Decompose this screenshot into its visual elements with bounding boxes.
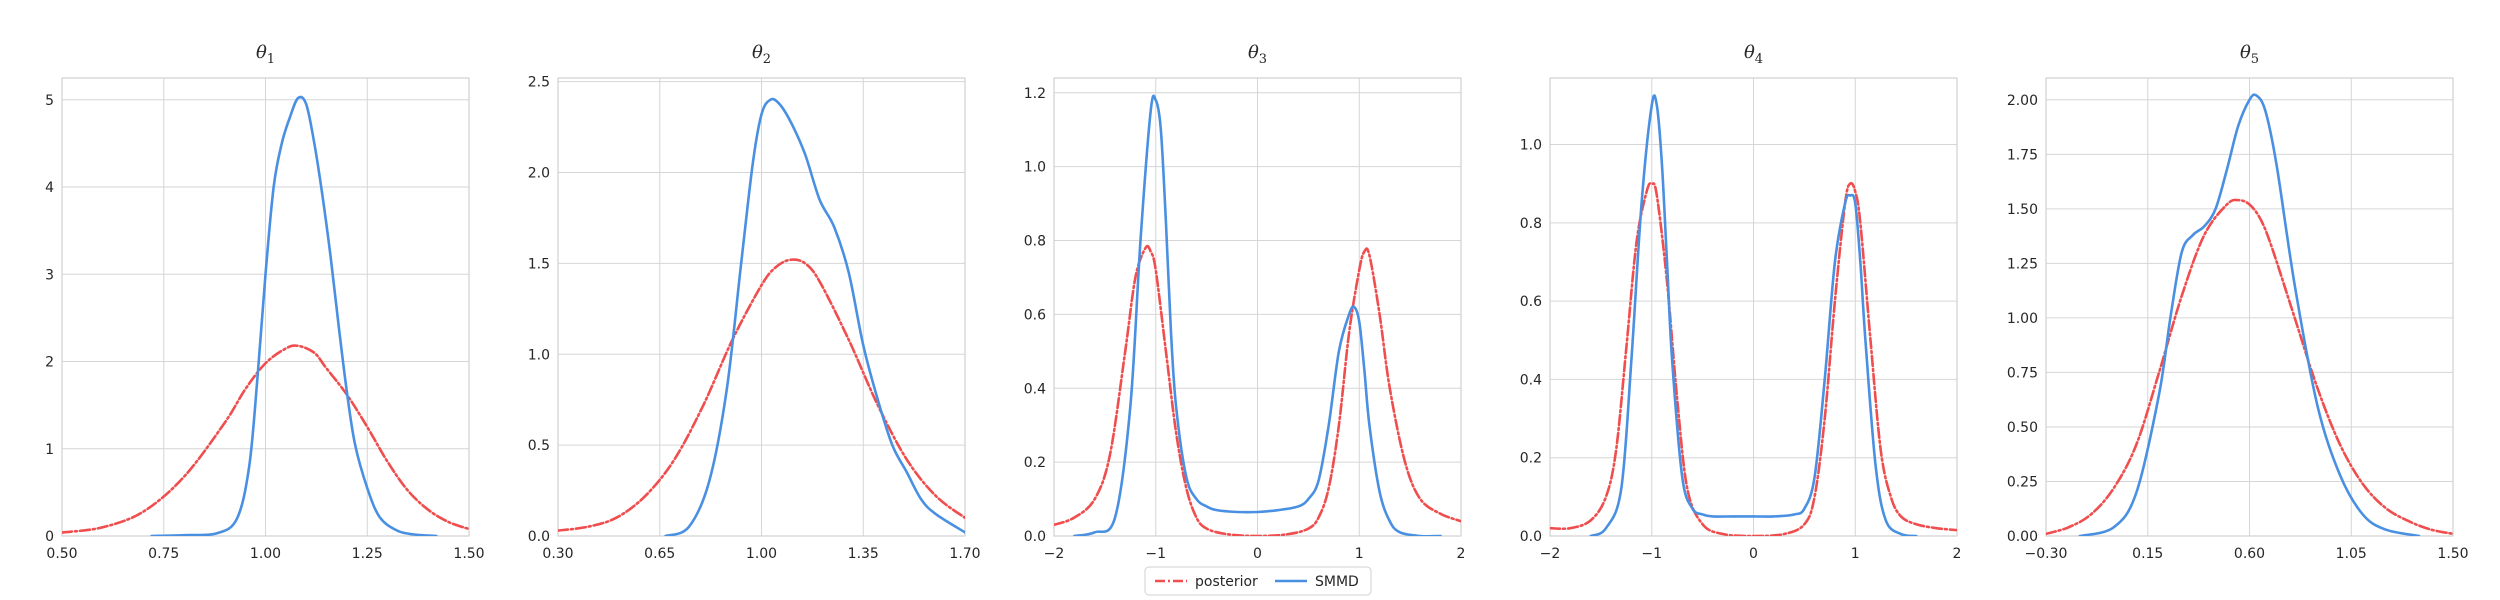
x-tick-label: 1.35 [848, 546, 879, 562]
x-tick-label: 1 [1355, 546, 1364, 562]
series-line-posterior [1054, 244, 1461, 536]
x-tick-label: −0.30 [2025, 546, 2068, 562]
legend-label-smmd: SMMD [1315, 574, 1359, 590]
panel-5: −0.30 0.15 0.60 1.05 1.50 0.00 0.25 0.50 0.75 1.0… [2007, 42, 2469, 562]
x-tick-label: 1.50 [453, 546, 484, 562]
series-line-posterior [62, 344, 469, 534]
series-group [1054, 94, 1461, 536]
x-tick-label: 1.70 [949, 546, 980, 562]
y-tick-label: 2.00 [2007, 93, 2038, 109]
series-line-posterior [1550, 181, 1957, 536]
panel-4: −2 −1 0 1 2 0.0 0.2 0.4 0.6 0.8 1.0 θ4 [1520, 42, 1962, 562]
series-line-smmd [1589, 94, 1918, 536]
x-tick-label: −2 [1540, 546, 1561, 562]
axes-frame [2045, 77, 2454, 537]
y-tick-label: 1.2 [1024, 86, 1046, 102]
x-tick-label: 0.75 [148, 546, 179, 562]
y-tick-label: 0.75 [2007, 365, 2038, 381]
series-line-posterior [2046, 198, 2453, 536]
series-line-smmd [2078, 93, 2421, 536]
y-tick-label: 1.0 [1520, 138, 1542, 154]
x-tick-label: 0.15 [2132, 546, 2163, 562]
x-tick-label: 0.50 [46, 546, 77, 562]
y-tick-label: 0 [45, 529, 54, 545]
series-group [2046, 93, 2453, 536]
y-tick-label: 0.2 [1520, 451, 1542, 467]
y-tick-label: 4 [45, 180, 54, 196]
y-tick-label: 1.00 [2007, 311, 2038, 327]
x-tick-label: 0.65 [644, 546, 675, 562]
y-tick-label: 0.0 [528, 529, 550, 545]
panel-title: θ1 [256, 42, 275, 67]
y-tick-label: 0.50 [2007, 420, 2038, 436]
panel-3: −2 −1 0 1 2 0.0 0.2 0.4 0.6 0.8 1.0 1.2 θ3 [1024, 42, 1466, 562]
x-tick-label: 2 [1953, 546, 1962, 562]
y-tick-label: 0.00 [2007, 529, 2038, 545]
panel-title: θ2 [752, 42, 771, 67]
axes-frame [557, 77, 966, 537]
y-tick-label: 1 [45, 442, 54, 458]
x-tick-label: 0.30 [542, 546, 573, 562]
y-tick-label: 0.0 [1520, 529, 1542, 545]
y-tick-label: 0.25 [2007, 474, 2038, 490]
x-tick-label: 1 [1851, 546, 1860, 562]
x-tick-label: 1.25 [352, 546, 383, 562]
series-group [62, 95, 469, 536]
panel-title: θ3 [1248, 42, 1267, 67]
panel-title: θ4 [1744, 42, 1763, 67]
x-tick-label: 1.50 [2437, 546, 2468, 562]
x-tick-label: −2 [1044, 546, 1065, 562]
y-tick-label: 1.5 [528, 256, 550, 272]
y-tick-label: 0.8 [1024, 234, 1046, 250]
panel-title: θ5 [2240, 42, 2259, 67]
gridlines [1053, 78, 1462, 537]
gridlines [1549, 78, 1958, 537]
y-tick-label: 1.0 [528, 347, 550, 363]
y-tick-label: 2.0 [528, 166, 550, 182]
gridlines [61, 78, 470, 537]
x-tick-label: −1 [1641, 546, 1662, 562]
panel-2: 0.30 0.65 1.00 1.35 1.70 0.0 0.5 1.0 1.5 2.0 2.5 θ2 [528, 42, 981, 562]
y-tick-label: 1.50 [2007, 202, 2038, 218]
y-tick-label: 0.2 [1024, 455, 1046, 471]
y-tick-label: 0.8 [1520, 216, 1542, 232]
y-tick-label: 0.0 [1024, 529, 1046, 545]
y-tick-label: 0.4 [1520, 372, 1542, 388]
axes-frame [61, 77, 470, 537]
x-tick-label: 0.60 [2234, 546, 2265, 562]
legend: posterior SMMD [1144, 566, 1372, 596]
gridlines [2045, 78, 2454, 537]
x-tick-label: −1 [1145, 546, 1166, 562]
x-tick-label: 2 [1457, 546, 1466, 562]
y-tick-label: 0.6 [1024, 307, 1046, 323]
legend-label-posterior: posterior [1195, 574, 1258, 590]
series-group [1550, 94, 1957, 536]
y-tick-label: 5 [45, 93, 54, 109]
x-tick-label: 1.00 [250, 546, 281, 562]
series-line-smmd [1073, 94, 1442, 536]
x-tick-label: 0 [1253, 546, 1262, 562]
y-tick-label: 1.75 [2007, 147, 2038, 163]
y-tick-label: 0.4 [1024, 381, 1046, 397]
x-tick-label: 1.00 [746, 546, 777, 562]
y-tick-label: 3 [45, 267, 54, 283]
x-tick-label: 1.05 [2336, 546, 2367, 562]
y-tick-label: 1.25 [2007, 256, 2038, 272]
series-line-smmd [664, 97, 965, 536]
series-group [558, 97, 965, 536]
y-tick-label: 1.0 [1024, 160, 1046, 176]
y-tick-label: 0.6 [1520, 294, 1542, 310]
panel-1: 0.50 0.75 1.00 1.25 1.50 0 1 2 3 4 5 θ1 [45, 42, 485, 562]
legend-frame [1144, 566, 1372, 596]
series-line-smmd [150, 95, 438, 536]
x-tick-label: 0 [1749, 546, 1758, 562]
y-tick-label: 2 [45, 355, 54, 371]
y-tick-label: 2.5 [528, 75, 550, 91]
y-tick-label: 0.5 [528, 438, 550, 454]
